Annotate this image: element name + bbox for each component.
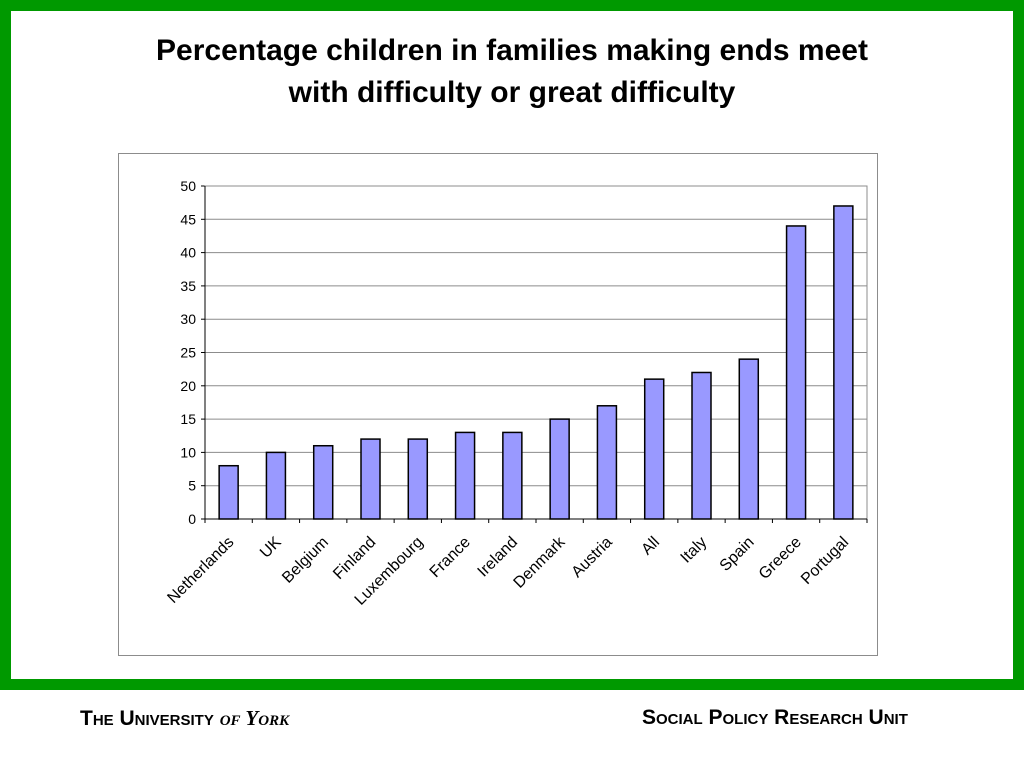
x-tick-label: Belgium (279, 534, 332, 587)
y-tick-label: 40 (180, 245, 196, 261)
x-tick-label: Spain (717, 534, 758, 575)
bar-portugal (833, 205, 854, 520)
x-tick-label: Italy (678, 534, 711, 567)
y-tick-label: 5 (188, 478, 196, 494)
bar-uk (265, 451, 287, 520)
x-tick-label: All (638, 534, 663, 559)
bar-greece (785, 225, 807, 520)
x-tick-label: Netherlands (164, 534, 237, 607)
y-tick-label: 35 (180, 278, 196, 294)
bar-france (454, 431, 476, 520)
university-prefix: The University (80, 707, 214, 730)
y-tick-label: 10 (180, 444, 196, 460)
bar-all (643, 378, 665, 520)
bar-denmark (549, 418, 570, 520)
y-tick-label: 50 (180, 178, 196, 194)
university-footer: The University of York (80, 706, 289, 731)
y-tick-label: 45 (180, 211, 196, 227)
x-tick-label: France (427, 534, 474, 581)
y-tick-label: 25 (180, 345, 196, 361)
x-tick-label: Denmark (511, 533, 570, 592)
chart-area: 0 5 10 15 20 25 30 35 40 45 50 Netherlands UK Belgium… (118, 153, 878, 656)
unit-footer: Social Policy Research Unit (642, 706, 908, 729)
bar-chart: 0 5 10 15 20 25 30 35 40 45 50 Netherlands UKBelgium… (164, 178, 868, 609)
bar-luxembourg (407, 438, 429, 520)
bar-belgium (312, 444, 334, 520)
title-line-2: with difficulty or great difficulty (288, 76, 736, 109)
bar-italy (691, 371, 712, 520)
x-tick-label: Ireland (475, 534, 522, 581)
bar-ireland (502, 431, 523, 520)
x-tick-label: Portugal (798, 534, 852, 588)
y-tick-label: 0 (188, 511, 196, 527)
y-tick-label: 30 (180, 311, 196, 327)
university-name: of York (219, 706, 290, 730)
bar-spain (738, 358, 760, 520)
y-tick-label: 15 (180, 411, 196, 427)
bar-finland (360, 438, 381, 520)
x-tick-label: Austria (569, 534, 616, 581)
x-tick-label: UK (257, 534, 285, 562)
bar-netherlands (218, 464, 239, 520)
title-line-1: Percentage children in families making e… (156, 34, 868, 67)
slide-title: Percentage children in families making e… (0, 30, 1024, 114)
y-tick-label: 20 (180, 378, 196, 394)
bar-austria (596, 405, 618, 520)
